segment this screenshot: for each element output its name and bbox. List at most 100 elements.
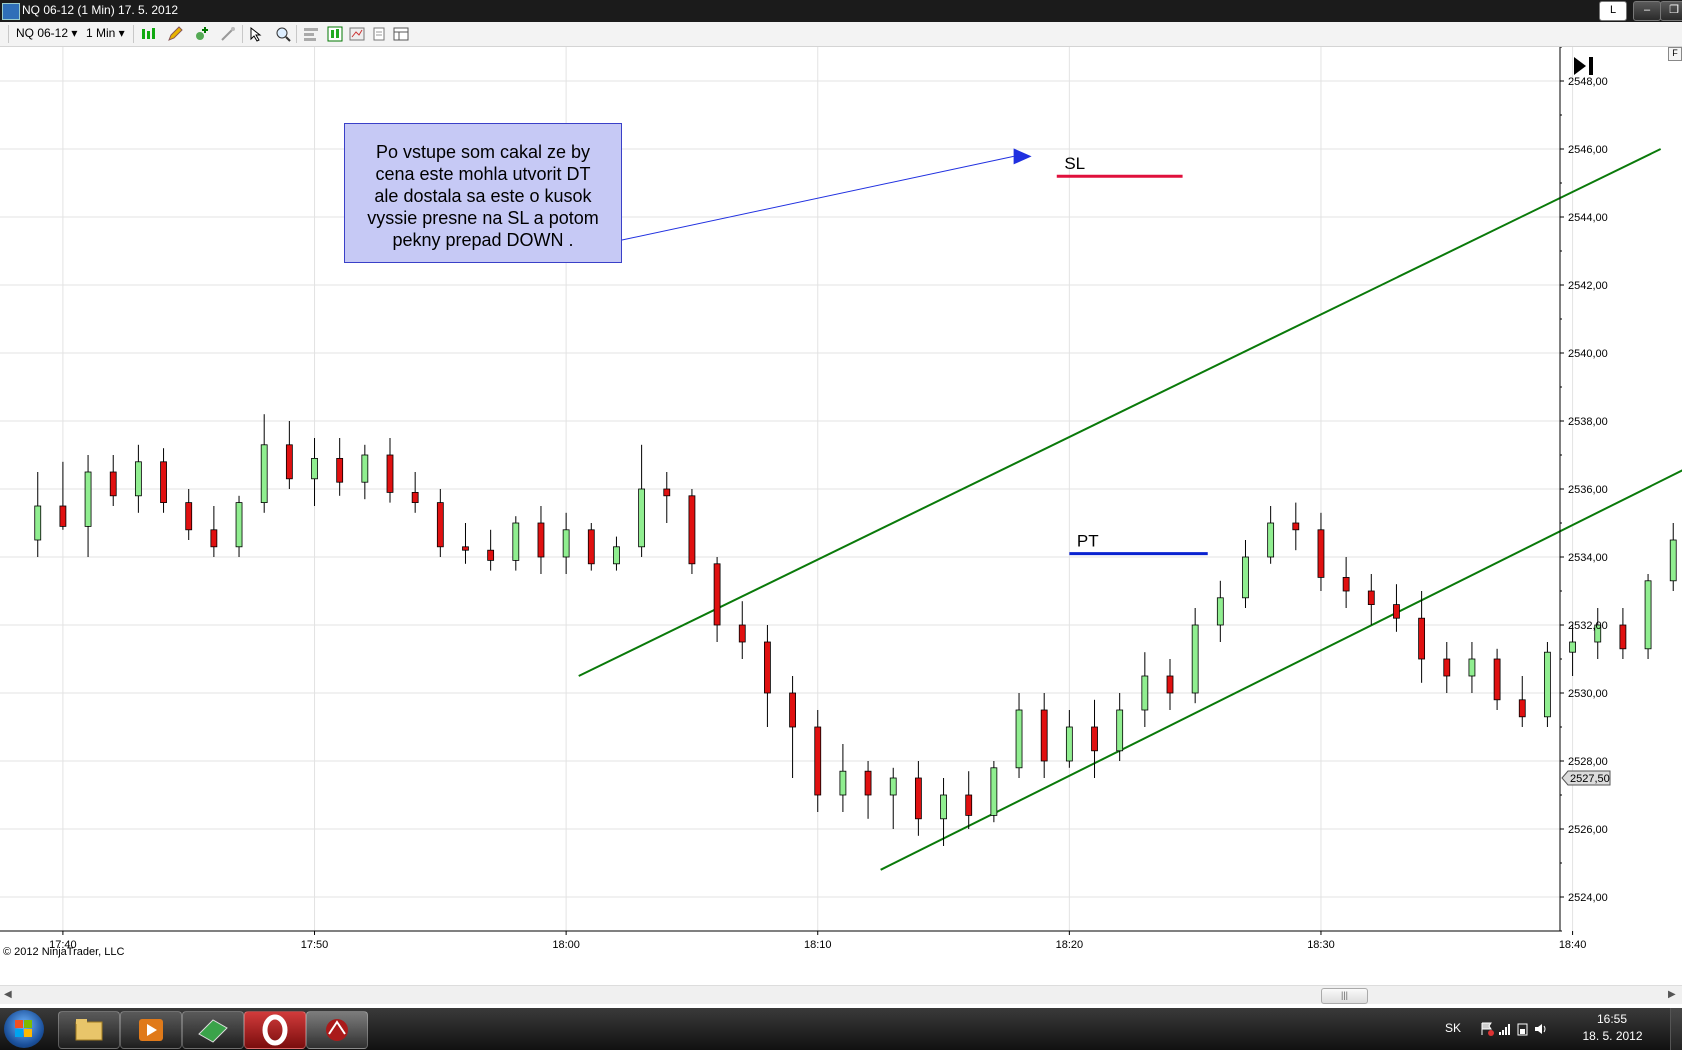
candle-up: [1216, 597, 1224, 626]
scroll-to-end-icon[interactable]: [1572, 56, 1596, 76]
scroll-thumb[interactable]: |||: [1321, 988, 1368, 1004]
show-desktop-button[interactable]: [1670, 1008, 1682, 1050]
candle-down: [1342, 577, 1350, 592]
candle-down: [713, 563, 721, 626]
scroll-left-icon[interactable]: ◀: [4, 989, 12, 1000]
current-price-label: 2527,50: [1570, 773, 1610, 785]
candle-down: [1619, 624, 1627, 650]
x-tick-label: 18:40: [1559, 939, 1587, 951]
start-button[interactable]: [4, 1010, 44, 1048]
y-tick-label: 2536,00: [1568, 484, 1608, 496]
taskbar: SK 16:55 18. 5. 2012: [0, 1008, 1682, 1050]
zoom-icon[interactable]: [275, 26, 291, 42]
candle-down: [1393, 604, 1400, 619]
title-bar: NQ 06-12 (1 Min) 17. 5. 2012 L – ❐: [0, 0, 1682, 22]
candle-down: [864, 770, 872, 796]
chart-panel[interactable]: SLPTSell1 @ 2543,25Buy1 @ 2545,25 2524,0…: [0, 46, 1682, 989]
candle-up: [1141, 675, 1149, 711]
candle-down: [59, 505, 67, 527]
chart-trader-icon[interactable]: [327, 26, 343, 42]
minimize-button[interactable]: –: [1633, 1, 1661, 21]
candle-down: [1418, 617, 1426, 660]
trade-markers: SLPTSell1 @ 2543,25Buy1 @ 2545,25: [621, 148, 1208, 556]
y-tick-label: 2548,00: [1568, 76, 1608, 88]
candle-down: [537, 522, 545, 558]
restore-icon[interactable]: ❐: [1660, 1, 1682, 21]
candle-down: [462, 546, 469, 551]
candle-down: [411, 491, 419, 503]
x-tick-label: 18:00: [552, 939, 580, 951]
candle-up: [1065, 726, 1073, 762]
axes: 2524,00 2526,00 2528,00 2530,00 2532,00 2534,…: [0, 46, 1611, 951]
candle-up: [1267, 522, 1275, 558]
volume-icon[interactable]: [1534, 1022, 1548, 1036]
candle-down: [965, 794, 973, 816]
candle-up: [889, 777, 897, 796]
y-tick-label: 2546,00: [1568, 144, 1608, 156]
media-player-icon: [139, 1019, 163, 1041]
candle-up: [638, 488, 646, 548]
upper-trend-line: [578, 148, 1662, 677]
ninjatrader-taskbar-button[interactable]: [306, 1011, 368, 1049]
book-app-taskbar-button[interactable]: [182, 1011, 244, 1049]
interval-selector[interactable]: 1 Min ▾: [86, 26, 125, 40]
network-signal-icon[interactable]: [1498, 1022, 1512, 1036]
candle-down: [1493, 658, 1501, 701]
pencil-icon[interactable]: [167, 26, 183, 42]
ninjatrader-icon: [326, 1019, 348, 1041]
candle-up: [613, 546, 620, 565]
candle-down: [587, 529, 595, 565]
data-box-icon[interactable]: [349, 26, 365, 42]
y-tick-label: 2532,00: [1568, 620, 1608, 632]
cursor-icon[interactable]: [248, 26, 264, 42]
trend-channel: [578, 148, 1682, 871]
price-chart[interactable]: SLPTSell1 @ 2543,25Buy1 @ 2545,25 2524,0…: [0, 46, 1682, 989]
clock-date[interactable]: 18. 5. 2012: [1582, 1029, 1643, 1043]
x-tick-label: 17:50: [301, 939, 329, 951]
book-icon: [198, 1019, 228, 1043]
window-title: NQ 06-12 (1 Min) 17. 5. 2012: [22, 3, 179, 17]
candle-down: [738, 624, 746, 643]
candle-up: [1191, 624, 1199, 694]
candle-down: [1091, 726, 1098, 752]
candle-up: [34, 505, 42, 541]
candle-up: [260, 444, 268, 503]
strategy-icon[interactable]: [220, 26, 236, 42]
candle-down: [109, 471, 117, 497]
candle-up: [235, 502, 243, 548]
candle-down: [814, 726, 822, 796]
properties-icon[interactable]: [303, 26, 319, 42]
current-price-tag: [1561, 770, 1611, 786]
language-indicator[interactable]: SK: [1445, 1021, 1462, 1035]
candle-down: [336, 457, 344, 483]
mode-button[interactable]: L: [1599, 1, 1627, 21]
annotation-box: Po vstupe som cakal ze by cena este mohl…: [344, 123, 622, 263]
candle-down: [1518, 699, 1526, 718]
flag-icon[interactable]: [1480, 1022, 1494, 1036]
candle-up: [940, 794, 947, 820]
panel-toggle-button[interactable]: F: [1668, 47, 1682, 61]
instrument-selector[interactable]: NQ 06-12 ▾: [16, 26, 78, 40]
candle-down: [1367, 590, 1375, 606]
folder-icon: [75, 1019, 103, 1041]
candle-up: [84, 471, 92, 527]
share-icon[interactable]: [371, 26, 387, 42]
add-indicator-icon[interactable]: [194, 26, 210, 42]
clock-time[interactable]: 16:55: [1596, 1012, 1628, 1026]
layout-icon[interactable]: [393, 26, 409, 42]
candle-up: [1594, 624, 1602, 643]
scroll-right-icon[interactable]: ▶: [1668, 989, 1676, 1000]
bar-style-icon[interactable]: [140, 26, 156, 42]
power-icon[interactable]: [1516, 1022, 1530, 1036]
media-player-taskbar-button[interactable]: [120, 1011, 182, 1049]
y-tick-label: 2542,00: [1568, 280, 1608, 292]
candle-up: [1015, 709, 1023, 769]
y-tick-label: 2526,00: [1568, 824, 1608, 836]
candle-down: [1166, 675, 1174, 694]
candle-up: [1468, 658, 1476, 677]
candle-down: [914, 777, 922, 820]
opera-taskbar-button[interactable]: [244, 1011, 306, 1049]
horizontal-scrollbar[interactable]: ◀ ||| ▶: [0, 985, 1682, 1004]
explorer-taskbar-button[interactable]: [58, 1011, 120, 1049]
y-tick-label: 2534,00: [1568, 552, 1608, 564]
